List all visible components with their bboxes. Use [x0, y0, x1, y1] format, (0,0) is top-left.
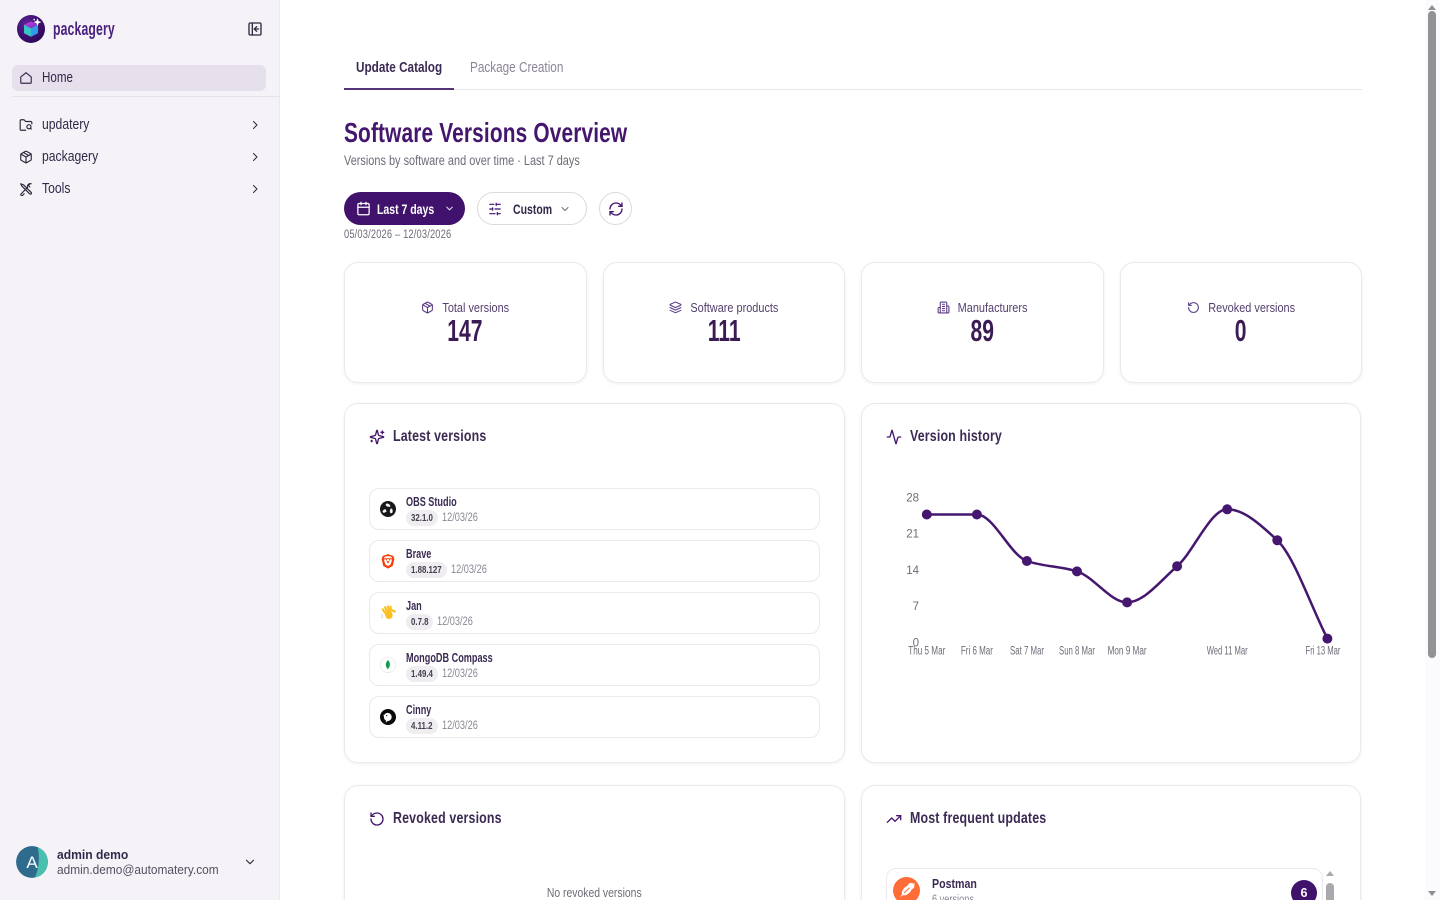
- svg-text:Sat 7 Mar: Sat 7 Mar: [1010, 646, 1044, 658]
- svg-text:0: 0: [913, 637, 919, 649]
- svg-text:Sun 8 Mar: Sun 8 Mar: [1059, 646, 1095, 658]
- svg-text:Wed 11 Mar: Wed 11 Mar: [1207, 646, 1248, 658]
- svg-text:Fri 6 Mar: Fri 6 Mar: [961, 646, 993, 658]
- svg-text:Fri 13 Mar: Fri 13 Mar: [1306, 646, 1341, 658]
- svg-text:14: 14: [906, 565, 919, 577]
- svg-text:7: 7: [913, 601, 919, 613]
- svg-text:Thu 5 Mar: Thu 5 Mar: [908, 646, 945, 658]
- svg-text:A: A: [26, 853, 38, 872]
- svg-text:28: 28: [906, 493, 919, 505]
- svg-text:21: 21: [906, 529, 919, 541]
- svg-text:Mon 9 Mar: Mon 9 Mar: [1108, 646, 1147, 658]
